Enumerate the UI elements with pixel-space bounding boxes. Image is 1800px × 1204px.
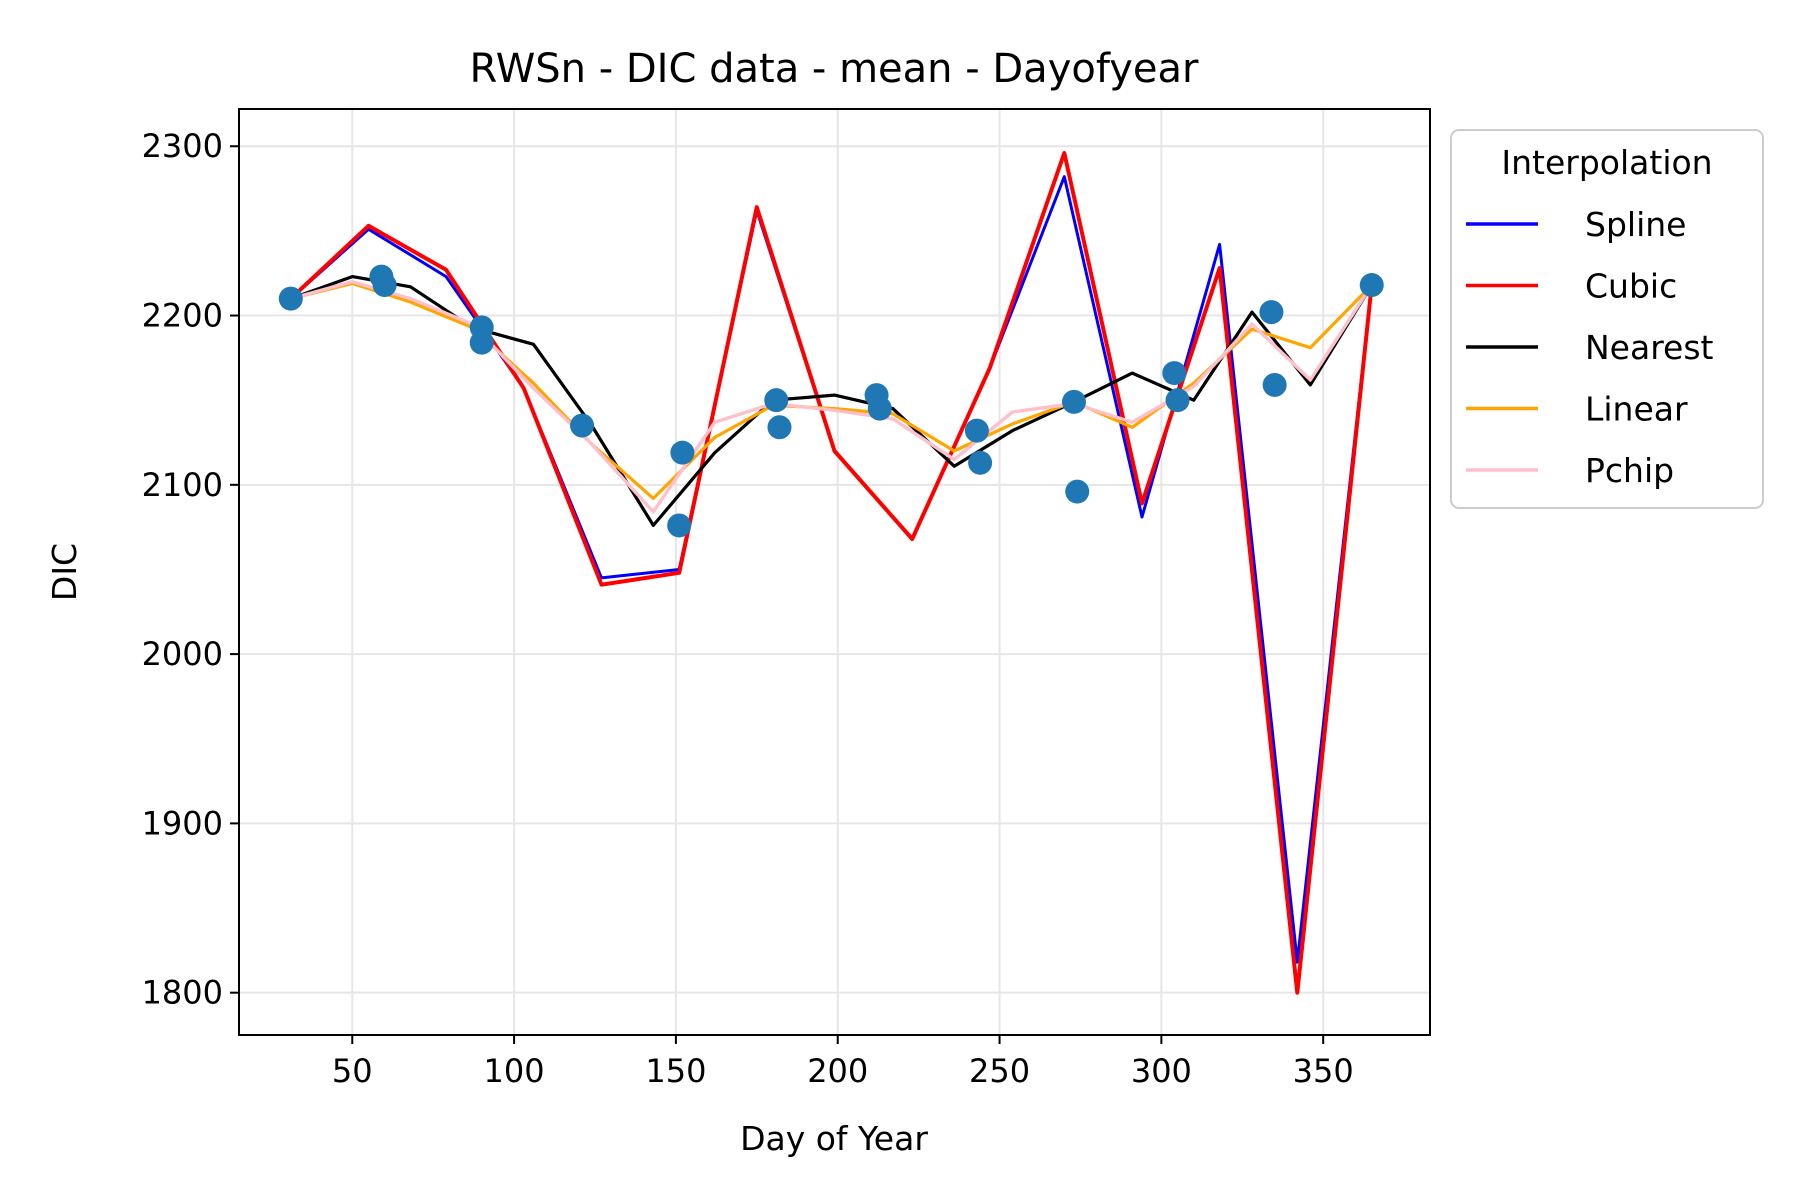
scatter-point — [1259, 300, 1284, 325]
legend-entries: Spline Cubic Nearest Linear Pchip — [1466, 205, 1714, 490]
y-tick-label: 1900 — [142, 804, 223, 842]
scatter-point — [469, 330, 494, 355]
y-tick-label: 2000 — [142, 635, 223, 673]
x-tick-label: 100 — [484, 1052, 545, 1090]
scatter-point — [968, 450, 993, 475]
series-line-cubic — [289, 151, 1374, 995]
x-tick-label: 350 — [1293, 1052, 1354, 1090]
scatter-point — [1061, 389, 1086, 414]
legend-label-cubic: Cubic — [1585, 267, 1677, 306]
scatter-point — [1262, 372, 1287, 397]
x-tick-label: 50 — [332, 1052, 373, 1090]
x-tick-label: 150 — [645, 1052, 706, 1090]
y-tick-label: 2300 — [142, 127, 223, 165]
axis-ticks: 50 100 150 200 250 300 350 1800 1900 2000 2100 2200… — [142, 127, 1354, 1090]
legend-label-pchip: Pchip — [1585, 451, 1674, 490]
scatter-point — [867, 396, 892, 421]
scatter-point — [1359, 273, 1384, 298]
x-tick-label: 300 — [1131, 1052, 1192, 1090]
scatter-point — [767, 415, 792, 440]
y-axis-label: DIC — [45, 543, 84, 601]
y-tick-label: 2100 — [142, 466, 223, 504]
scatter-point — [1065, 479, 1090, 504]
scatter-point — [964, 418, 989, 443]
x-axis-label: Day of Year — [740, 1119, 928, 1158]
scatter-point — [764, 388, 789, 413]
scatter-point — [570, 413, 595, 438]
scatter-point — [372, 273, 397, 298]
scatter-point — [1162, 361, 1187, 386]
scatter-point — [1165, 388, 1190, 413]
plot-frame — [238, 108, 1431, 1036]
scatter-point — [670, 440, 695, 465]
legend-title: Interpolation — [1501, 143, 1712, 182]
scatter-point — [278, 286, 303, 311]
legend-label-nearest: Nearest — [1585, 328, 1714, 367]
legend-label-spline: Spline — [1585, 205, 1686, 244]
legend-label-linear: Linear — [1585, 390, 1688, 429]
chart-title: RWSn - DIC data - mean - Dayofyear — [470, 46, 1199, 92]
scatter-point — [667, 513, 692, 538]
legend: Interpolation Spline Cubic Nearest Linear Pc… — [1450, 129, 1764, 509]
x-tick-label: 200 — [807, 1052, 868, 1090]
scatter-points — [278, 264, 1384, 538]
y-tick-label: 1800 — [142, 974, 223, 1012]
y-tick-label: 2200 — [142, 297, 223, 335]
x-tick-label: 250 — [969, 1052, 1030, 1090]
